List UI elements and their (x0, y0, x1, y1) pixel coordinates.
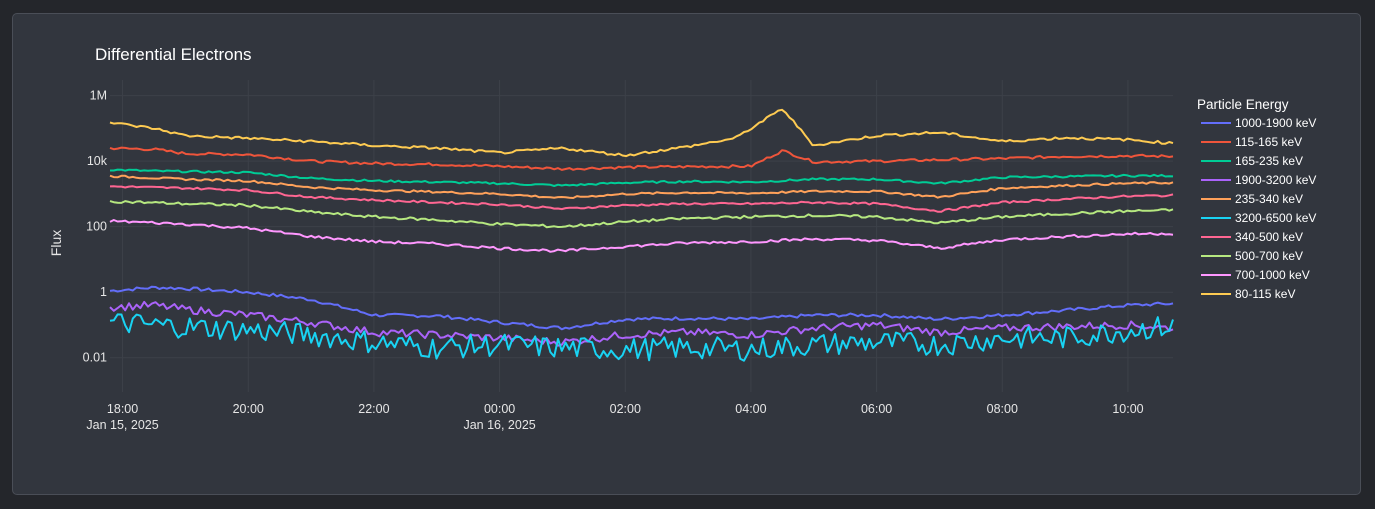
legend-item[interactable]: 80-115 keV (1201, 287, 1296, 301)
legend-item[interactable]: 1900-3200 keV (1201, 173, 1316, 187)
legend-label: 115-165 keV (1235, 135, 1302, 149)
series-line[interactable] (109, 174, 1174, 199)
series-line[interactable] (109, 108, 1174, 158)
x-tick-date-label: Jan 16, 2025 (463, 418, 535, 432)
legend-item[interactable]: 3200-6500 keV (1201, 211, 1316, 225)
y-tick-label: 1 (100, 285, 107, 299)
legend-label: 1000-1900 keV (1235, 116, 1316, 130)
legend-item[interactable]: 235-340 keV (1201, 192, 1303, 206)
legend-item[interactable]: 700-1000 keV (1201, 268, 1310, 282)
y-tick-label: 100 (86, 220, 107, 234)
legend-item[interactable]: 1000-1900 keV (1201, 116, 1316, 130)
x-tick-label: 02:00 (610, 402, 641, 416)
y-tick-label: 1M (90, 89, 107, 103)
legend-label: 500-700 keV (1235, 249, 1303, 263)
legend-label: 700-1000 keV (1235, 268, 1310, 282)
x-tick-label: 20:00 (233, 402, 264, 416)
legend-label: 340-500 keV (1235, 230, 1303, 244)
series-line[interactable] (109, 219, 1174, 253)
series-lines (109, 108, 1174, 362)
series-line[interactable] (109, 146, 1174, 171)
legend-label: 1900-3200 keV (1235, 173, 1316, 187)
legend-label: 80-115 keV (1235, 287, 1296, 301)
x-tick-label: 04:00 (735, 402, 766, 416)
x-tick-label: 10:00 (1112, 402, 1143, 416)
legend-label: 165-235 keV (1235, 154, 1303, 168)
legend-label: 235-340 keV (1235, 192, 1303, 206)
x-tick-date-label: Jan 15, 2025 (86, 418, 158, 432)
axis-ticks: 1M 10k 100 1 0.01 18:00 Jan 15, 2025 20:00 22:00… (83, 89, 1144, 432)
grid (110, 80, 1173, 392)
series-line[interactable] (110, 168, 1174, 187)
legend-item[interactable]: 115-165 keV (1201, 135, 1302, 149)
x-tick-label: 00:00 (484, 402, 515, 416)
series-line[interactable] (109, 200, 1174, 229)
legend[interactable]: Particle Energy 1000-1900 keV 115-165 keV… (1197, 97, 1316, 301)
chart-title: Differential Electrons (95, 45, 252, 64)
series-line[interactable] (109, 285, 1174, 331)
legend-item[interactable]: 500-700 keV (1201, 249, 1303, 263)
legend-item[interactable]: 340-500 keV (1201, 230, 1303, 244)
x-tick-label: 08:00 (987, 402, 1018, 416)
series-line[interactable] (109, 185, 1174, 213)
x-tick-label: 18:00 (107, 402, 138, 416)
x-tick-label: 22:00 (358, 402, 389, 416)
series-line[interactable] (109, 300, 1174, 347)
legend-label: 3200-6500 keV (1235, 211, 1316, 225)
series-line[interactable] (109, 313, 1174, 362)
x-tick-label: 06:00 (861, 402, 892, 416)
legend-item[interactable]: 165-235 keV (1201, 154, 1303, 168)
y-tick-label: 10k (87, 154, 108, 168)
chart-card (12, 13, 1361, 495)
legend-title: Particle Energy (1197, 97, 1289, 112)
y-axis-title: Flux (48, 230, 64, 256)
y-tick-label: 0.01 (83, 351, 107, 365)
